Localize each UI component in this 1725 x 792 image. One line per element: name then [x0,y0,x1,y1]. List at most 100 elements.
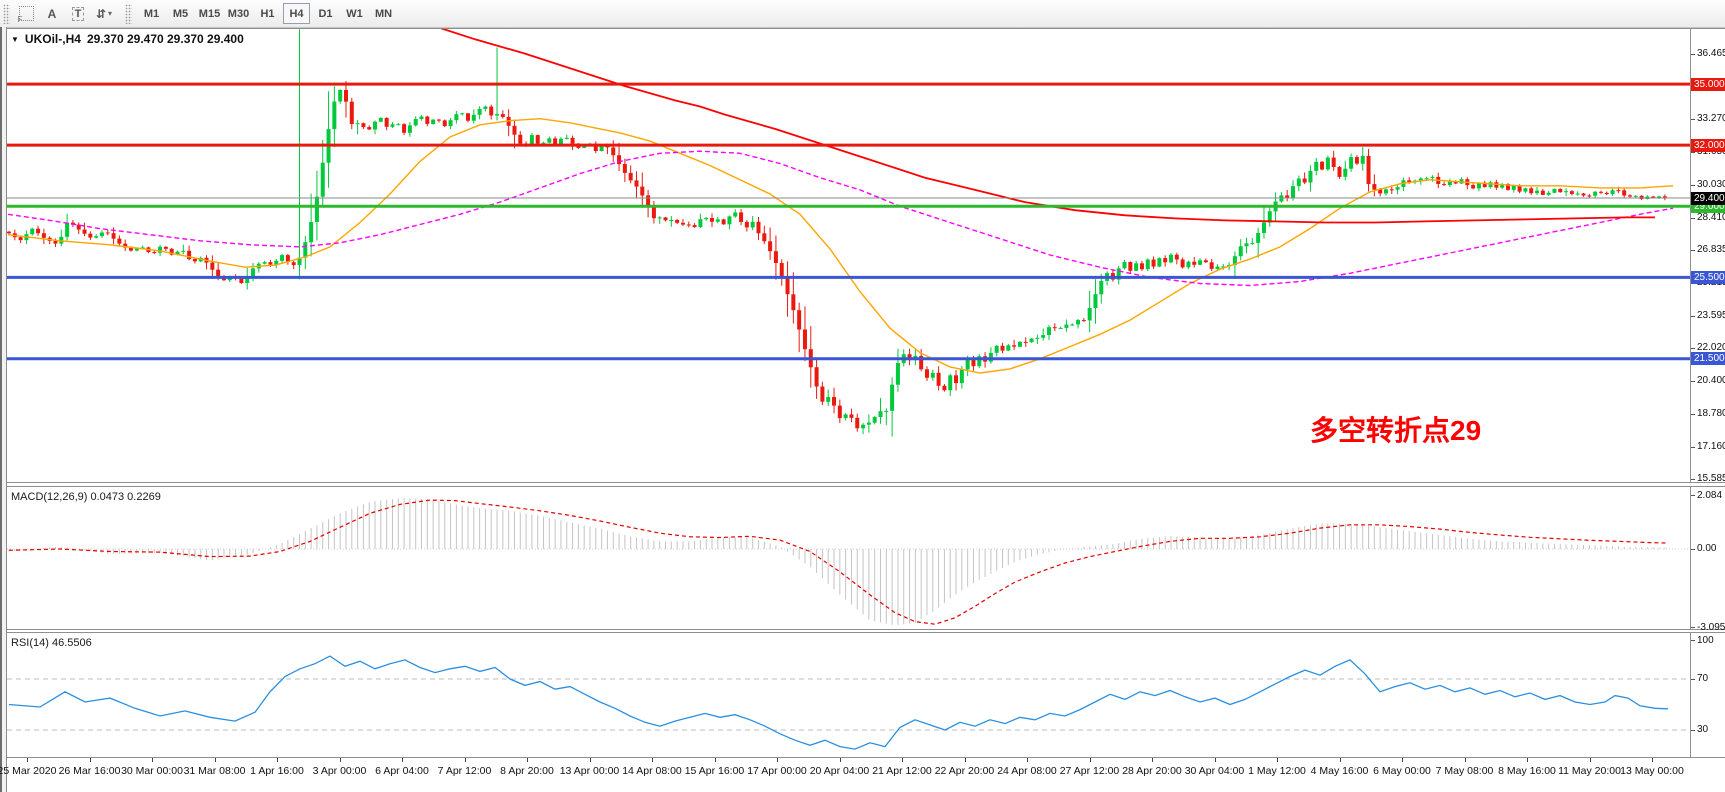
font-a-icon-button[interactable]: A [41,3,63,24]
candle-body [1012,345,1017,347]
candle-body [1302,178,1307,183]
candle-body [1203,260,1208,263]
candle-body [1372,184,1377,190]
time-tick [339,758,341,762]
timeframe-w1-button[interactable]: W1 [346,7,363,20]
macd-panel: MACD(12,26,9) 0.0473 0.2269 2.084 0.00 -3.… [7,486,1725,633]
timeframe-group: M1 M5 M15 M30 H1 H4 D1 W1 MN [137,3,398,24]
candle-body [727,216,732,225]
text-label-icon-button[interactable]: T [67,3,89,24]
ma-red-line [440,29,1655,224]
candle-body [1256,233,1261,243]
rsi-panel: RSI(14) 46.5506 10070300 [7,632,1725,773]
time-axis-label: 3 Apr 00:00 [312,765,367,777]
font-a-icon: A [47,6,57,21]
candle-body [611,147,616,156]
price-tick-label: 31.650 [1697,146,1725,158]
macd-canvas[interactable] [7,487,1690,629]
timeframe-mn-button[interactable]: MN [374,7,393,20]
candle-body [895,363,900,385]
candle-body [367,127,372,130]
candle-body [826,397,831,402]
candle-body [1529,188,1534,194]
candle-body [1058,327,1063,329]
candle-body [547,138,552,143]
scale-tick [1691,249,1695,251]
candle-body [251,268,256,277]
template-f-icon-button[interactable]: F [15,3,37,24]
candle-body [1639,195,1644,199]
candle-body [1331,157,1336,167]
candle-body [1349,157,1354,169]
time-tick [1527,758,1528,762]
candle-body [1192,261,1197,265]
price-tick-label: 36.465 [1697,48,1725,60]
time-axis-label: 15 Apr 16:00 [684,765,745,777]
time-tick [1027,758,1028,762]
candle-body [1029,338,1034,343]
candle-body [762,233,767,242]
main-chart-canvas[interactable] [7,29,1690,482]
rsi-scale[interactable]: 10070300 [1690,633,1725,773]
timeframe-d1-button[interactable]: D1 [318,7,333,20]
macd-label: MACD(12,26,9) 0.0473 0.2269 [11,491,161,503]
timeframe-m30-button[interactable]: M30 [227,7,250,20]
candle-body [117,238,122,244]
candle-body [216,269,221,277]
candle-body [1145,259,1150,270]
objects-arrows-icon-button[interactable]: ⇵ ▾ [93,3,115,24]
time-tick [152,758,153,762]
candle-body [1006,345,1011,351]
candle-body [1354,157,1359,164]
candle-body [30,228,35,235]
time-tick [777,758,778,762]
time-axis[interactable]: 25 Mar 2020 26 Mar 16:00 30 Mar 00:00 31 Ma… [0,758,1725,792]
candle-body [907,354,912,361]
candle-body [1505,184,1510,190]
time-tick [1089,758,1091,762]
candle-body [1041,335,1046,338]
price-tick-label: 20.400 [1697,375,1725,387]
candle-body [1343,168,1348,177]
candle-body [1267,211,1272,223]
timeframe-h1-button[interactable]: H1 [260,7,275,20]
candle-body [41,233,46,238]
candle-body [866,422,871,425]
candle-body [1622,190,1627,196]
timeframe-m1-button[interactable]: M1 [143,7,160,20]
timeframe-m15-button[interactable]: M15 [198,7,221,20]
candle-body [134,248,139,251]
price-tick-label: 17.160 [1697,441,1725,453]
candle-body [454,114,459,121]
macd-scale[interactable]: 2.084 0.00 -3.0957 [1690,487,1725,633]
time-axis-label: 1 Apr 16:00 [250,765,304,777]
text-annotation: 多空转折点29 [1310,415,1482,446]
candle-body [314,196,319,222]
price-tick-label: 33.270 [1697,113,1725,125]
rsi-canvas[interactable] [7,633,1690,757]
template-f-icon: F [18,6,34,24]
time-axis-label: 8 Apr 20:00 [500,765,554,777]
timeframe-h4-button[interactable]: H4 [283,3,310,24]
candle-body [1174,254,1179,260]
timeframe-m5-button[interactable]: M5 [172,7,189,20]
time-tick [1214,758,1216,762]
candle-body [105,232,110,234]
price-scale[interactable]: 36.46534.84533.27031.65030.03028.41026.8… [1690,29,1725,485]
price-tick-label: 15.585 [1697,473,1725,485]
candle-body [1128,262,1133,271]
candle-body [1598,191,1603,193]
time-tick [1589,758,1591,762]
candle-body [675,220,680,223]
toolbar-grip[interactable] [3,3,10,24]
toolbar-grip-2[interactable] [125,3,132,24]
chart-dropdown-icon[interactable]: ▼ [11,34,19,44]
candle-body [1308,170,1313,183]
time-axis-label: 28 Apr 20:00 [1122,765,1182,777]
candle-body [303,242,308,258]
candle-body [541,142,546,144]
candle-body [564,137,569,139]
candle-body [686,224,691,226]
price-tick-label: 23.595 [1697,310,1725,322]
candle-body [1076,320,1081,325]
